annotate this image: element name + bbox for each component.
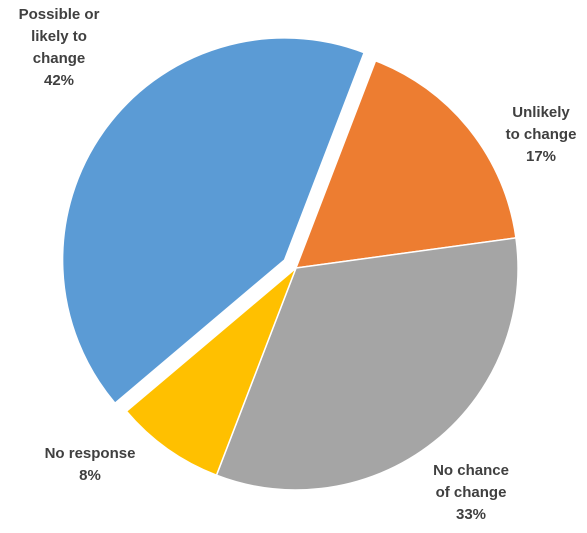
- slice-label-value: 8%: [79, 467, 101, 484]
- slice-label-unlikely: Unlikely to change 17%: [495, 102, 587, 168]
- slice-label-category: Unlikely to change: [505, 104, 577, 143]
- slice-label-value: 42%: [43, 72, 75, 89]
- slice-label-category: Possible or likely to change: [18, 6, 100, 67]
- slice-label-no-chance: No chance of change 33%: [412, 460, 530, 526]
- slice-no-chance: [215, 237, 519, 491]
- slice-label-possible-or-likely: Possible or likely to change 42%: [0, 4, 118, 92]
- slice-label-value: 33%: [455, 506, 487, 523]
- slice-label-category: No chance of change: [433, 462, 509, 501]
- slice-possible-or-likely: [61, 37, 366, 405]
- slice-label-value: 17%: [525, 148, 557, 165]
- slice-label-no-response: No response 8%: [24, 443, 156, 487]
- slice-label-category: No response: [44, 445, 136, 462]
- slice-no-response: [125, 267, 297, 477]
- slice-unlikely: [294, 59, 517, 269]
